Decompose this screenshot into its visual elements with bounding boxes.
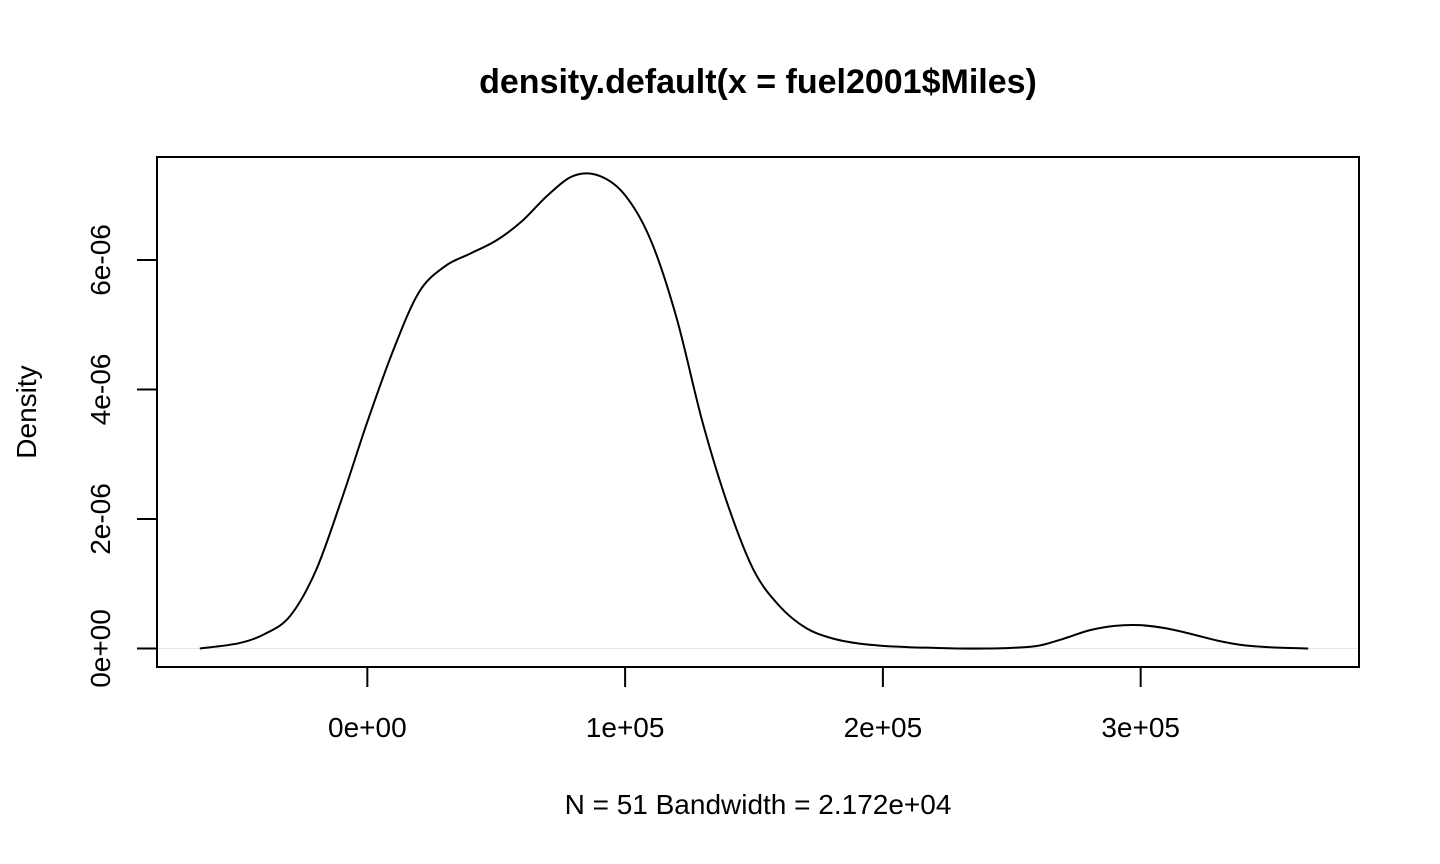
x-tick-label: 1e+05 <box>586 712 665 743</box>
x-tick-label: 0e+00 <box>328 712 407 743</box>
x-tick-label: 3e+05 <box>1101 712 1180 743</box>
y-axis-label: Density <box>11 365 42 458</box>
x-tick-label: 2e+05 <box>844 712 923 743</box>
x-axis-label: N = 51 Bandwidth = 2.172e+04 <box>565 789 952 820</box>
chart-title: density.default(x = fuel2001$Miles) <box>479 63 1037 101</box>
y-tick-label: 0e+00 <box>85 609 116 688</box>
y-tick-label: 2e-06 <box>85 483 116 555</box>
x-axis: 0e+00 1e+05 2e+05 3e+05 <box>328 666 1180 743</box>
y-tick-label: 6e-06 <box>85 224 116 296</box>
density-curve <box>199 172 1309 650</box>
y-axis: 0e+00 2e-06 4e-06 6e-06 <box>85 224 158 688</box>
y-tick-label: 4e-06 <box>85 354 116 426</box>
plot-frame <box>156 156 1360 668</box>
